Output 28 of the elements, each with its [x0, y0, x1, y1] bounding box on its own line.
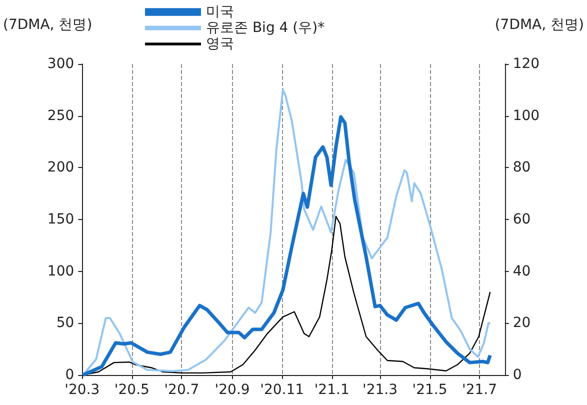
x-tick-label: '21.1	[314, 382, 350, 398]
y2-tick-label: 100	[512, 108, 540, 124]
legend-label: 미국	[206, 4, 234, 20]
x-tick-label: '21.3	[362, 382, 398, 398]
legend-label: 유로존 Big 4 (우)*	[206, 20, 325, 36]
y-tick-label: 100	[47, 263, 74, 280]
x-tick-label: '20.5	[114, 382, 150, 398]
y-tick-label: 150	[47, 212, 74, 228]
y2-tick-label: 80	[512, 160, 531, 176]
y2-axis-title: (7DMA, 천명)	[494, 17, 584, 33]
y-axis-title: (7DMA, 천명)	[2, 17, 92, 33]
x-tick-label: '20.11	[260, 382, 304, 398]
y-tick-label: 200	[47, 160, 74, 176]
y-tick-label: 300	[47, 56, 74, 72]
y2-tick-label: 40	[512, 263, 531, 280]
y2-tick-label: 0	[512, 367, 522, 383]
y-tick-label: 250	[47, 108, 74, 124]
legend-label: 영국	[206, 36, 234, 52]
y2-tick-label: 60	[512, 212, 531, 228]
x-tick-label: '20.3	[64, 382, 100, 398]
y2-tick-label: 20	[512, 315, 531, 332]
y2-tick-label: 120	[512, 56, 540, 72]
x-tick-label: '21.7	[462, 382, 498, 398]
y-tick-label: 0	[65, 367, 74, 383]
x-tick-label: '20.7	[164, 382, 200, 398]
x-tick-label: '20.9	[214, 382, 250, 398]
x-tick-label: '21.5	[412, 382, 448, 398]
y-tick-label: 50	[56, 315, 74, 332]
